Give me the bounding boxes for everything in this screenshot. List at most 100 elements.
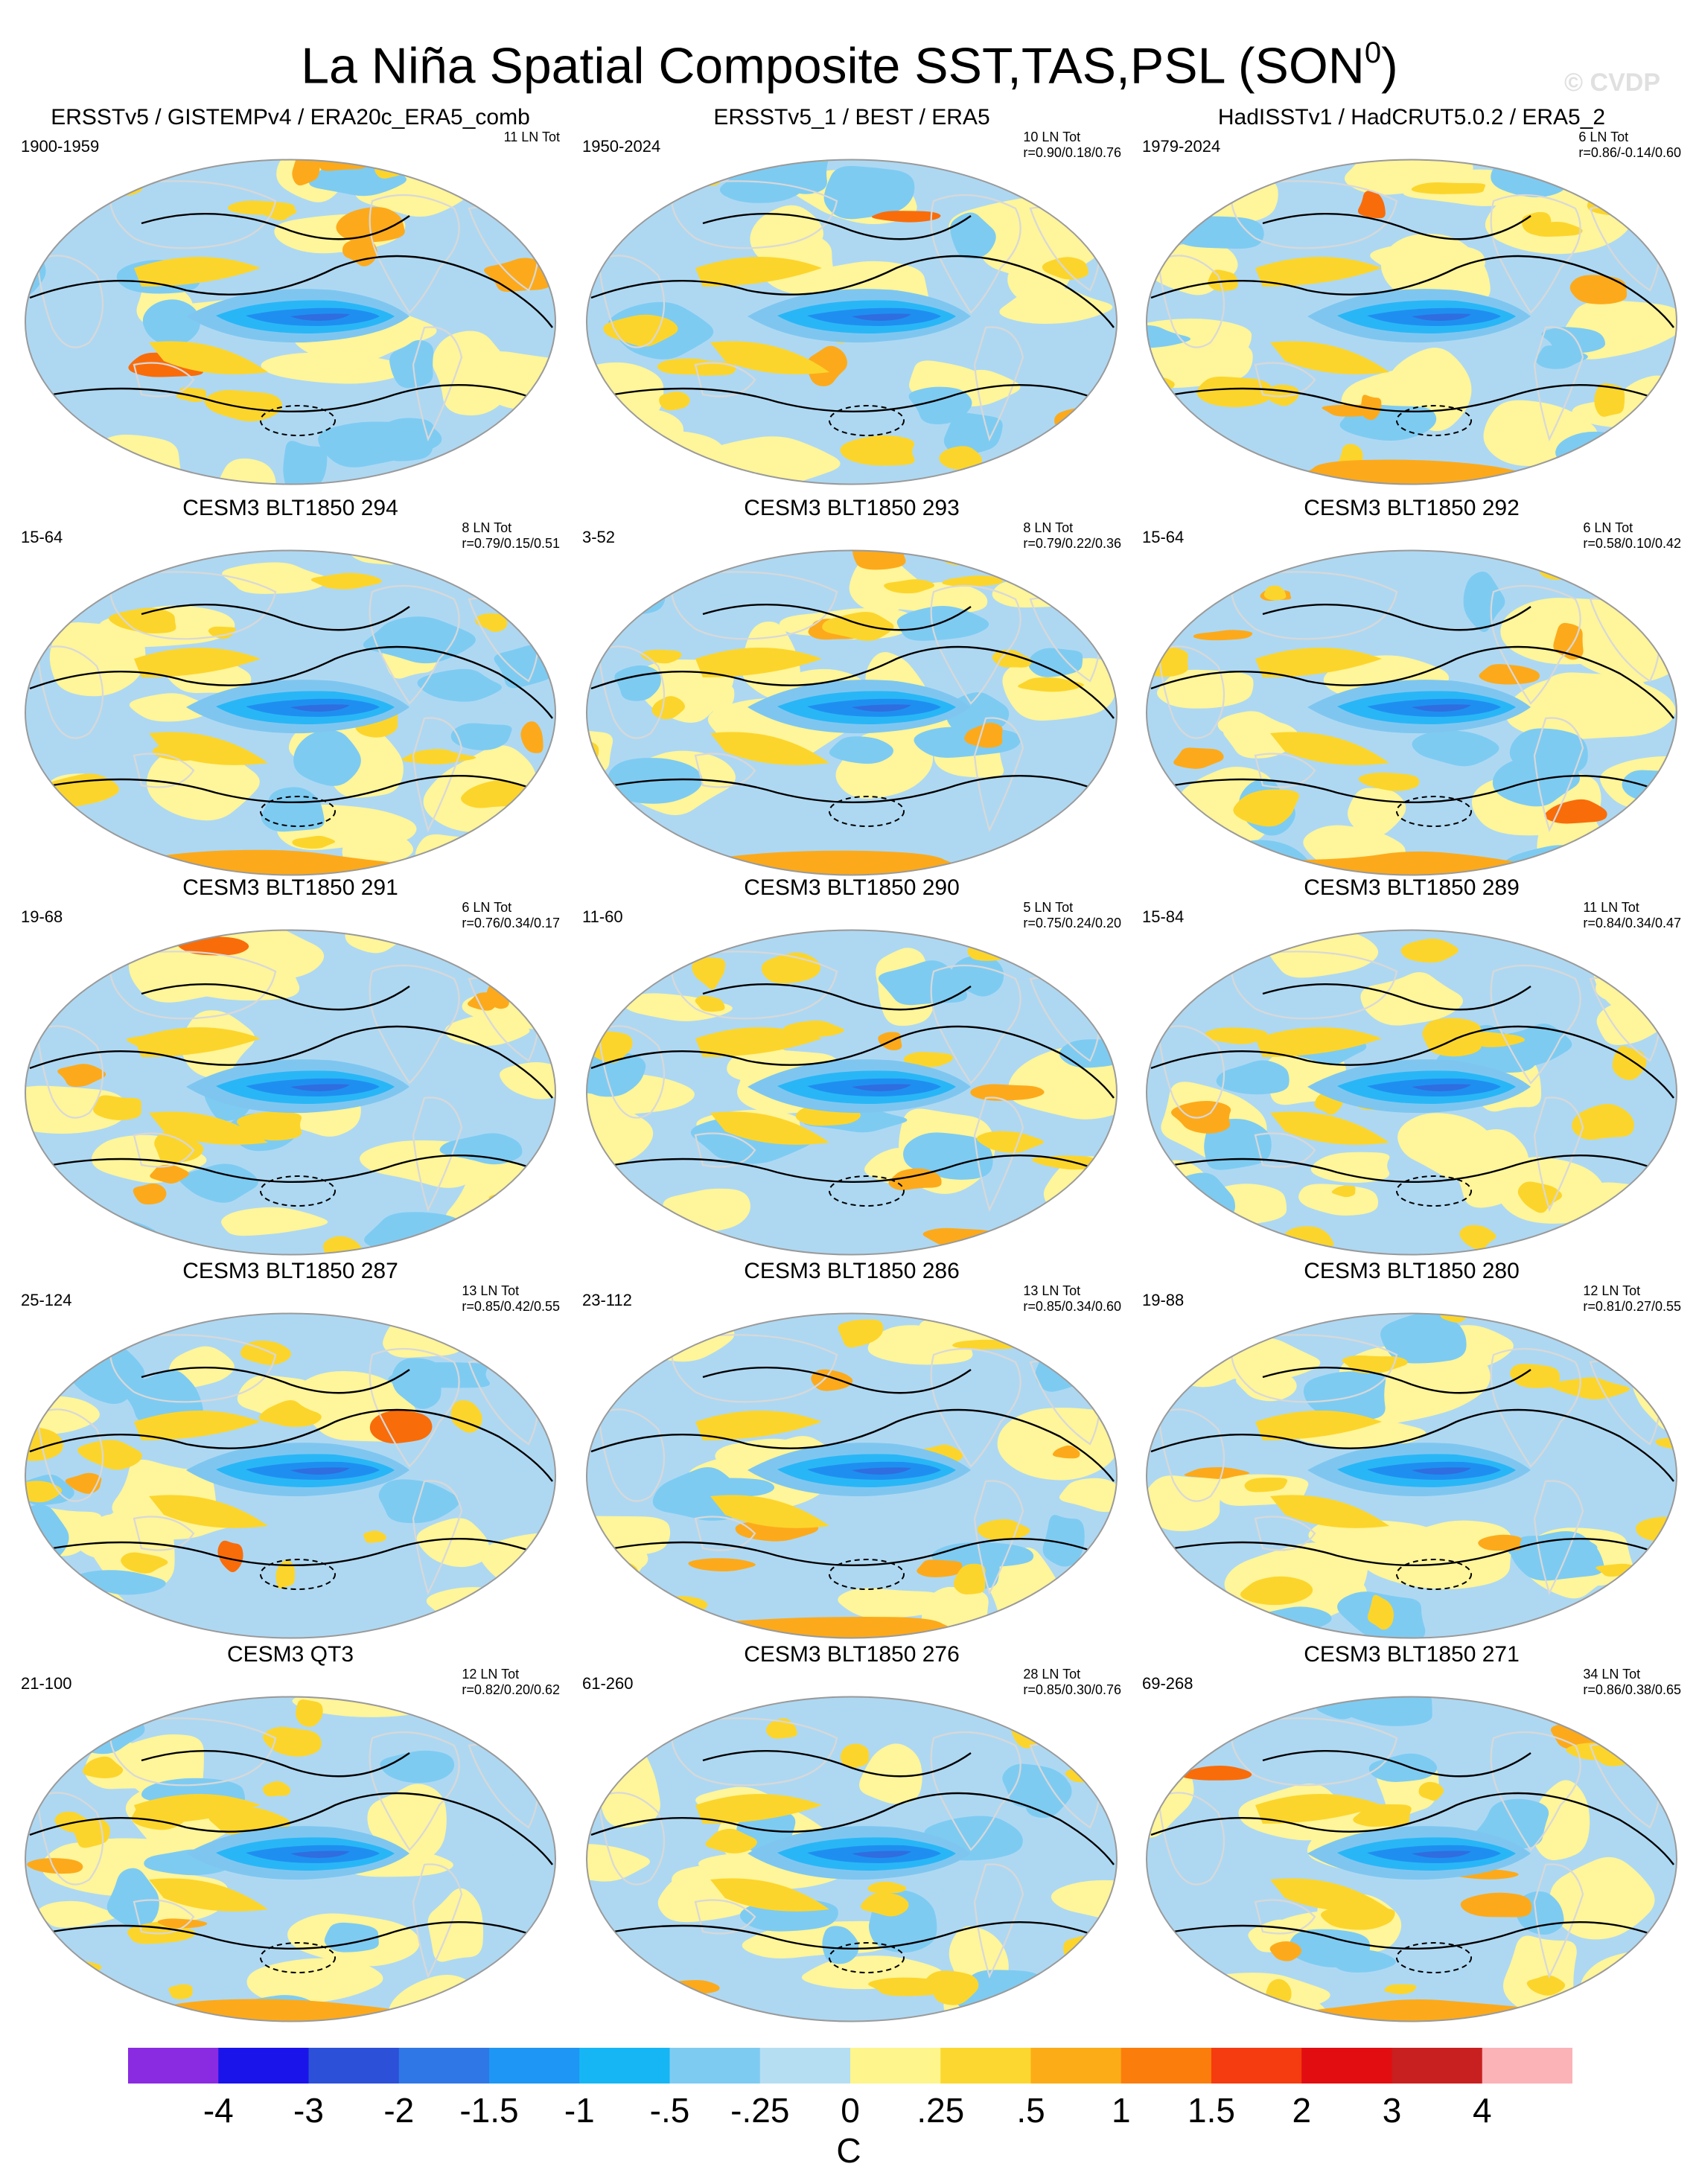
map-panel: CESM3 BLT1850 291 19-68 6 LN Tot r=0.76/0.3… [10, 875, 570, 1258]
continent-outline [930, 1731, 1021, 1851]
panel-title: CESM3 BLT1850 293 [744, 496, 960, 520]
panel-stats: 11 LN Tot r=0.84/0.34/0.47 [1583, 900, 1681, 931]
panel-stats: 34 LN Tot r=0.86/0.38/0.65 [1583, 1667, 1681, 1698]
psl-contour [1173, 1155, 1665, 1184]
anomaly-patch-neutral [675, 682, 735, 713]
map-panel: CESM3 BLT1850 276 61-260 28 LN Tot r=0.85/0… [572, 1641, 1132, 2025]
colorbar-box [850, 2048, 941, 2084]
continent-outline [109, 571, 277, 640]
panel-title: CESM3 BLT1850 290 [744, 875, 960, 900]
event-count: 28 LN Tot [1023, 1667, 1081, 1682]
anomaly-patch-neutral [426, 1587, 555, 1633]
anomaly-patch-warm [806, 345, 847, 386]
anomaly-patch-cool [324, 1922, 379, 1952]
anomaly-patch-warm [1594, 383, 1625, 417]
psl-contour [613, 384, 1106, 413]
map-panel: CESM3 BLT1850 286 23-112 13 LN Tot r=0.85/0… [572, 1258, 1132, 1641]
anomaly-patch-warm [25, 1481, 63, 1503]
anomaly-patch-warm [1473, 1032, 1525, 1047]
continent-outline [1254, 753, 1316, 788]
continent-outline [36, 1025, 104, 1119]
anomaly-patch-neutral [1599, 1696, 1674, 1755]
anomaly-patch-warm [450, 1400, 482, 1433]
psl-contour [702, 213, 972, 240]
panel-year-range: 15-84 [1142, 907, 1185, 926]
psl-contour [29, 1792, 553, 1865]
anomaly-patch-neutral [416, 1518, 490, 1568]
robinson-map [586, 159, 1118, 485]
anomaly-patch-warm [1411, 182, 1486, 194]
anomaly-patch-warm [1193, 630, 1253, 641]
anomaly-patch-cool [652, 1467, 741, 1521]
colorbar-box [398, 2048, 490, 2084]
panel-title: CESM3 BLT1850 294 [182, 496, 398, 520]
continent-outline [1254, 362, 1316, 397]
anomaly-patch-warm [1526, 1975, 1566, 1996]
psl-contour-negative [260, 405, 336, 436]
anomaly-patch-warm [27, 1858, 83, 1874]
panel-title: CESM3 BLT1850 276 [744, 1642, 960, 1667]
continent-outline [412, 1863, 463, 1979]
anomaly-patch-warm [1384, 1984, 1417, 1994]
figure-title-text: La Niña Spatial Composite SST,TAS,PSL (S… [301, 37, 1365, 95]
anomaly-patch-warm [1567, 1225, 1621, 1245]
anomaly-patch-warm [363, 1530, 386, 1543]
anomaly-patch-neutral [1358, 1520, 1512, 1589]
continent-outline [36, 645, 104, 739]
continent-outline [1490, 1347, 1581, 1468]
robinson-map [25, 549, 556, 876]
anomaly-patch-neutral [1344, 159, 1473, 195]
cold-tongue-peak [1412, 1851, 1471, 1858]
anomaly-patch-cool [417, 668, 503, 702]
panel-stats: 11 LN Tot [504, 130, 560, 145]
pattern-correlation: r=0.90/0.18/0.76 [1023, 145, 1121, 160]
anomaly-patch-warm [316, 159, 368, 171]
continent-outline [133, 1516, 195, 1551]
continent-outline [694, 753, 756, 788]
psl-contour-negative [1396, 1942, 1472, 1973]
anomaly-patch-warm [1173, 747, 1224, 769]
colorbar-box [1211, 2048, 1302, 2084]
continent-outline [1254, 1899, 1316, 1935]
anomaly-patch-warm [953, 1563, 986, 1595]
panel-stats: 8 LN Tot r=0.79/0.15/0.51 [462, 520, 560, 552]
map-border [25, 549, 556, 876]
robinson-map [586, 1312, 1118, 1639]
anomaly-patch-warm [939, 446, 982, 470]
anomaly-patch-neutral [1298, 1184, 1379, 1216]
psl-contour [29, 1025, 553, 1099]
continent-outline [1533, 1480, 1584, 1595]
continent-outline [109, 1717, 277, 1787]
map-panel: HadISSTv1 / HadCRUT5.0.2 / ERA5_2 1979-20… [1132, 104, 1692, 488]
anomaly-patch-neutral [1040, 1313, 1117, 1330]
psl-contour [613, 1538, 1106, 1567]
colorbar-tick-label: -1.5 [459, 2091, 519, 2130]
continent-outline [1490, 584, 1581, 705]
anomaly-patch-cool [1028, 648, 1083, 677]
continent-outline [36, 1792, 104, 1886]
anomaly-patch-warm [1517, 1181, 1563, 1213]
cold-tongue-peak [290, 1851, 350, 1858]
continent-outline [1230, 180, 1398, 249]
anomaly-patch-warm [1331, 1185, 1356, 1198]
anomaly-patch-warm [940, 550, 983, 566]
anomaly-patch-neutral [587, 930, 657, 962]
continent-outline [597, 1025, 666, 1119]
continent-outline [36, 255, 104, 348]
continent-outline [1490, 1731, 1581, 1851]
psl-contour [29, 255, 553, 328]
robinson-map [1146, 549, 1677, 876]
map-panel: CESM3 BLT1850 271 69-268 34 LN Tot r=0.86/0… [1132, 1641, 1692, 2025]
psl-contour [51, 384, 544, 413]
anomaly-patch-warm [695, 995, 725, 1012]
continent-outline [670, 1717, 838, 1787]
anomaly-patch-warm [852, 550, 906, 570]
anomaly-patch-warm [176, 387, 206, 402]
colorbar-box [1030, 2048, 1122, 2084]
psl-contour-negative [260, 796, 336, 827]
warm-arm-north [134, 1411, 261, 1440]
continent-outline [1254, 1516, 1316, 1551]
continent-outline [1533, 1096, 1584, 1212]
anomaly-patch-warm [871, 211, 941, 223]
anomaly-patch-warm [475, 613, 508, 632]
